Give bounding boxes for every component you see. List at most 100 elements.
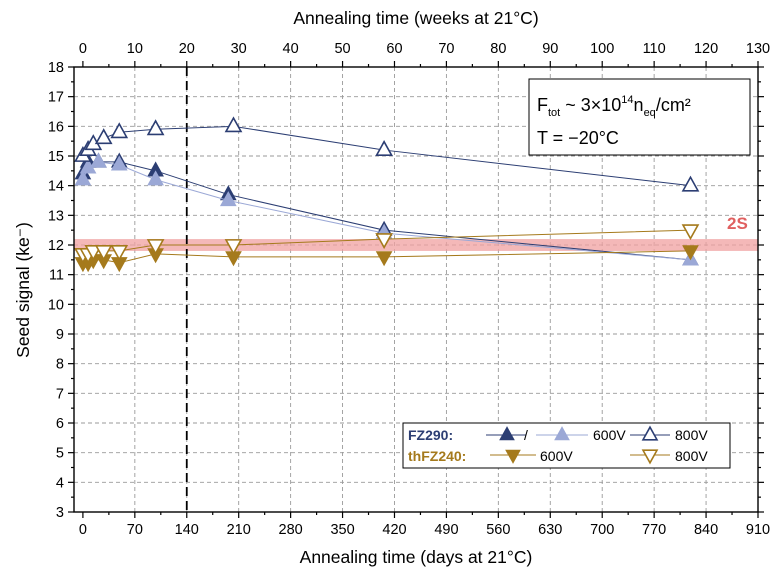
y-tick-label: 16 bbox=[48, 119, 64, 135]
x2-tick-label: 80 bbox=[490, 41, 506, 57]
x-tick-label: 280 bbox=[279, 522, 303, 538]
tick-label-layer: 0 70 140 210 280 350 420 490 560 630 700 770 840 9100… bbox=[48, 41, 770, 538]
data-point bbox=[375, 140, 393, 156]
data-point bbox=[110, 245, 129, 261]
legend-thfz-entry-2-label: 800V bbox=[675, 448, 708, 464]
legend-fz-entry-2-label: 600V bbox=[593, 427, 626, 443]
band-layer bbox=[74, 239, 758, 251]
data-point bbox=[110, 155, 128, 171]
legend-fz-entry-2: 600V bbox=[536, 426, 626, 443]
y-tick-label: 5 bbox=[56, 446, 64, 462]
legend-thfz-entry-1: 600V bbox=[490, 448, 573, 464]
data-point bbox=[94, 245, 113, 261]
legend-frame bbox=[402, 422, 731, 469]
legend-thfz-entry-1-label: 600V bbox=[540, 448, 573, 464]
band-label: 2S bbox=[727, 214, 748, 233]
legend-fz-entry-1-label: / bbox=[524, 427, 528, 443]
data-point bbox=[375, 251, 393, 267]
x-tick-label: 140 bbox=[175, 522, 199, 538]
data-point bbox=[146, 119, 165, 136]
y-tick-label: 7 bbox=[56, 386, 64, 402]
legend-fz-entry-1: / bbox=[486, 426, 528, 443]
y-tick-label: 12 bbox=[48, 238, 64, 254]
data-point bbox=[224, 116, 243, 133]
x-tick-label: 910 bbox=[746, 522, 770, 538]
data-point bbox=[681, 175, 700, 192]
x2-tick-label: 0 bbox=[79, 41, 87, 57]
series-4 bbox=[74, 245, 699, 273]
info-box-frame bbox=[528, 78, 751, 156]
legend-fz-marker-1 bbox=[499, 426, 515, 441]
y-tick-label: 6 bbox=[56, 416, 64, 432]
y-tick-label: 4 bbox=[56, 475, 64, 491]
legend-fz-entry-3-label: 800V bbox=[675, 427, 708, 443]
data-point bbox=[682, 245, 699, 261]
data-point bbox=[681, 224, 700, 241]
y-tick-label: 17 bbox=[48, 90, 64, 106]
data-point bbox=[219, 191, 237, 207]
y-tick-label: 10 bbox=[48, 297, 64, 313]
x2-tick-label: 130 bbox=[746, 41, 770, 57]
x-tick-label: 770 bbox=[642, 522, 666, 538]
x-axis-label: Annealing time (days at 21°C) bbox=[300, 547, 533, 567]
x2-axis-label: Annealing time (weeks at 21°C) bbox=[293, 8, 538, 28]
x2-tick-label: 60 bbox=[386, 41, 402, 57]
series-layer bbox=[74, 116, 700, 273]
data-point bbox=[146, 239, 165, 256]
x-tick-label: 420 bbox=[382, 522, 406, 538]
x2-tick-label: 70 bbox=[438, 41, 454, 57]
y-tick-label: 15 bbox=[48, 149, 64, 165]
legend-thfz-entry-2: 800V bbox=[630, 448, 708, 465]
x2-tick-label: 120 bbox=[694, 41, 718, 57]
x-tick-label: 560 bbox=[486, 522, 510, 538]
y-tick-label: 3 bbox=[56, 505, 64, 521]
data-point bbox=[94, 128, 113, 145]
x2-tick-label: 100 bbox=[590, 41, 614, 57]
band-2s bbox=[74, 239, 758, 251]
y-tick-label: 18 bbox=[48, 60, 64, 76]
tick-layer bbox=[68, 61, 764, 518]
legend-fz-marker-2 bbox=[554, 426, 570, 441]
data-point bbox=[147, 170, 164, 186]
x2-tick-label: 90 bbox=[542, 41, 558, 57]
legend-thfz-marker-1 bbox=[505, 449, 521, 464]
x-tick-label: 350 bbox=[330, 522, 354, 538]
y-tick-label: 9 bbox=[56, 327, 64, 343]
temperature-text: T = −20°C bbox=[537, 128, 619, 148]
y-tick-label: 13 bbox=[48, 208, 64, 224]
data-point bbox=[84, 245, 103, 261]
legend: FZ290: thFZ240: / 600V 800V 600V 800V bbox=[402, 422, 731, 469]
y-tick-label: 8 bbox=[56, 357, 64, 373]
x2-tick-label: 30 bbox=[231, 41, 247, 57]
x-tick-label: 0 bbox=[79, 522, 87, 538]
y-tick-label: 11 bbox=[49, 268, 64, 284]
legend-fz-marker-3 bbox=[641, 425, 659, 441]
data-point bbox=[90, 152, 107, 168]
data-point bbox=[74, 170, 92, 186]
x-tick-label: 490 bbox=[434, 522, 458, 538]
series-3 bbox=[74, 116, 700, 192]
x2-tick-label: 50 bbox=[334, 41, 350, 57]
legend-thfz-marker-2 bbox=[641, 449, 659, 465]
info-box: Ftot ~ 3×1014neq/cm² T = −20°C bbox=[528, 78, 751, 156]
data-point bbox=[375, 233, 393, 250]
x-tick-label: 700 bbox=[590, 522, 614, 538]
x2-tick-label: 10 bbox=[127, 41, 143, 57]
y-axis-label: Seed signal (ke⁻) bbox=[13, 222, 33, 358]
x2-tick-label: 110 bbox=[643, 41, 666, 57]
x-tick-label: 70 bbox=[127, 522, 143, 538]
x2-tick-label: 40 bbox=[283, 41, 299, 57]
y-tick-label: 14 bbox=[48, 179, 64, 195]
data-point bbox=[110, 122, 129, 139]
x-tick-label: 630 bbox=[538, 522, 562, 538]
data-point bbox=[224, 239, 243, 256]
series-5 bbox=[74, 224, 700, 264]
x-tick-label: 210 bbox=[227, 522, 251, 538]
fluence-text: Ftot ~ 3×1014neq/cm² bbox=[537, 94, 691, 119]
legend-thfz-label: thFZ240: bbox=[408, 448, 466, 464]
x2-tick-label: 20 bbox=[179, 41, 195, 57]
x-tick-label: 840 bbox=[694, 522, 718, 538]
legend-fz-label: FZ290: bbox=[408, 427, 453, 443]
legend-fz-entry-3: 800V bbox=[630, 425, 708, 443]
